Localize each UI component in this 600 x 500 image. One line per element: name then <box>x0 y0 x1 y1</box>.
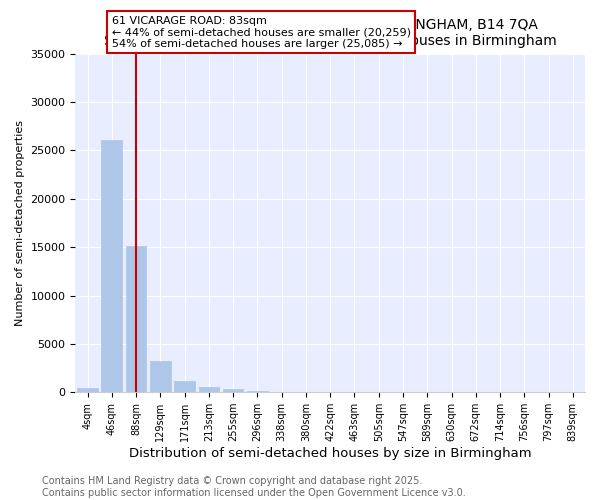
Bar <box>101 140 122 392</box>
Title: 61, VICARAGE ROAD, KINGS HEATH, BIRMINGHAM, B14 7QA
Size of property relative to: 61, VICARAGE ROAD, KINGS HEATH, BIRMINGH… <box>104 18 557 48</box>
Text: Contains HM Land Registry data © Crown copyright and database right 2025.
Contai: Contains HM Land Registry data © Crown c… <box>42 476 466 498</box>
Bar <box>126 246 146 392</box>
Bar <box>223 390 244 392</box>
Bar <box>150 362 170 392</box>
Bar <box>174 380 195 392</box>
Text: 61 VICARAGE ROAD: 83sqm
← 44% of semi-detached houses are smaller (20,259)
54% o: 61 VICARAGE ROAD: 83sqm ← 44% of semi-de… <box>112 16 411 49</box>
Y-axis label: Number of semi-detached properties: Number of semi-detached properties <box>15 120 25 326</box>
Bar <box>199 388 219 392</box>
X-axis label: Distribution of semi-detached houses by size in Birmingham: Distribution of semi-detached houses by … <box>129 447 532 460</box>
Bar <box>77 388 98 392</box>
